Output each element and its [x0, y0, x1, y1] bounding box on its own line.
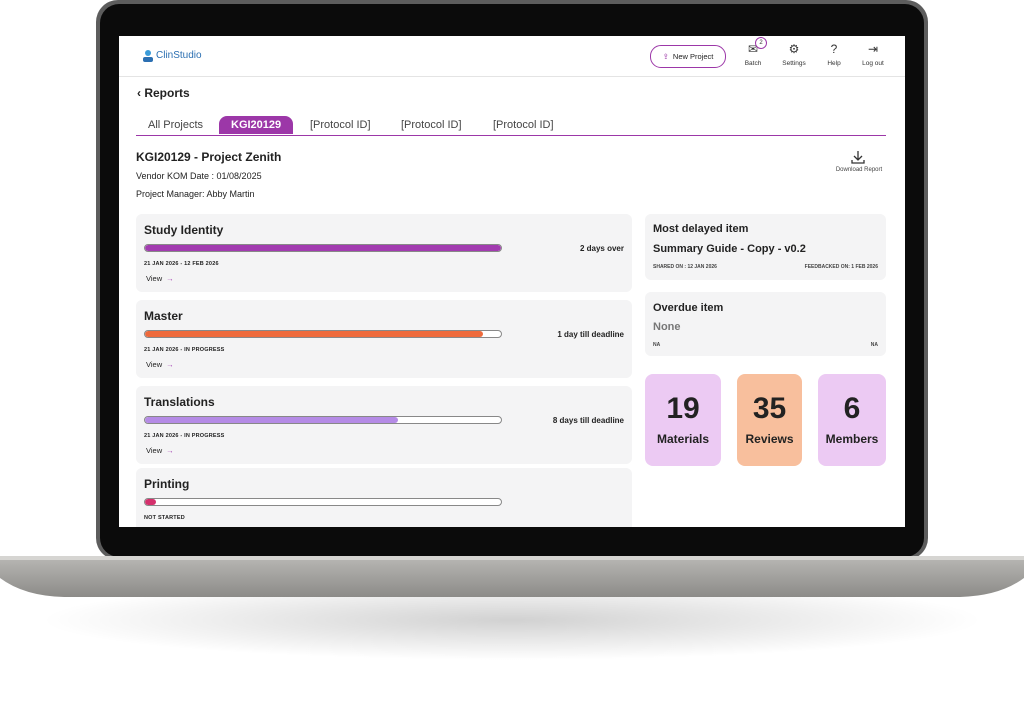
view-link[interactable]: View → [146, 360, 174, 369]
new-project-button[interactable]: ⇪ New Project [650, 45, 726, 68]
back-link[interactable]: ‹ Reports [137, 86, 190, 100]
most-delayed-card: Most delayed item Summary Guide - Copy -… [645, 214, 886, 280]
nav-icon: ⚙ [788, 42, 800, 56]
app-screen: ClinStudio ⇪ New Project ‹ Reports KGI201… [119, 36, 905, 527]
tab[interactable]: KGI20129 [219, 116, 294, 134]
stage-card: Master 1 day till deadline 21 JAN 2026 - I… [136, 300, 632, 378]
stat-card: 19 Materials [645, 374, 721, 466]
progress-bar [145, 245, 501, 251]
progress-track [144, 244, 502, 252]
nav-icon: ✉ 2 [733, 37, 773, 57]
nav-item[interactable]: ✉ 2 Batch [733, 37, 773, 67]
feedbacked-on: FEEDBACKED ON: 1 FEB 2026 [804, 264, 878, 270]
nav-icon: ⇥ [867, 42, 879, 56]
stage-name: Master [144, 309, 183, 323]
dates: NOT STARTED [144, 515, 185, 521]
tab-underline [136, 135, 886, 136]
stat-label: Materials [656, 432, 710, 446]
stat-label: Reviews [745, 432, 794, 446]
card-title: Most delayed item [653, 223, 749, 235]
view-label: View [146, 274, 163, 283]
project-title: KGI20129 - Project Zenith [136, 150, 282, 164]
overdue-card: Overdue item None NA NA [645, 292, 886, 356]
new-project-label: New Project [672, 52, 714, 61]
upload-icon: ⇪ [662, 52, 669, 61]
progress-bar [145, 331, 484, 337]
progress-track [144, 330, 502, 338]
download-icon[interactable] [850, 150, 866, 164]
badge: 2 [755, 37, 767, 49]
view-label: View [146, 446, 163, 455]
stat-label: Members [825, 432, 879, 446]
arrow-icon: → [166, 274, 174, 283]
nav-label: Batch [744, 60, 762, 67]
status: 1 day till deadline [557, 330, 624, 339]
stage-name: Printing [144, 477, 190, 491]
logo[interactable]: ClinStudio [156, 50, 202, 61]
overdue-right: NA [870, 342, 878, 348]
progress-track [144, 498, 502, 506]
download-label[interactable]: Download Report [835, 167, 883, 173]
stat-value: 35 [752, 392, 787, 425]
back-label: Reports [144, 86, 190, 100]
nav-item[interactable]: ⚙ Settings [774, 42, 814, 67]
logo-icon [143, 50, 153, 62]
stage-card: Printing NOT STARTED [136, 468, 632, 527]
nav-label: Help [827, 60, 841, 67]
dates: 21 JAN 2026 - IN PROGRESS [144, 347, 225, 353]
stage-name: Translations [144, 395, 215, 409]
view-link[interactable]: View → [146, 446, 174, 455]
stat-card: 6 Members [818, 374, 886, 466]
shared-on: SHARED ON : 12 JAN 2026 [653, 264, 717, 270]
stage-card: Study Identity 2 days over 21 JAN 2026 - 1… [136, 214, 632, 292]
arrow-icon: → [166, 446, 174, 455]
arrow-icon: → [166, 360, 174, 369]
card-title: Overdue item [653, 302, 724, 314]
view-link[interactable]: View → [146, 274, 174, 283]
stat-value: 19 [666, 392, 700, 425]
progress-track [144, 416, 502, 424]
nav-item[interactable]: ⇥ Log out [853, 42, 893, 67]
dates: 21 JAN 2026 - 12 FEB 2026 [144, 261, 219, 267]
nav-label: Settings [782, 60, 806, 67]
view-label: View [146, 360, 163, 369]
stat-value: 6 [843, 392, 861, 425]
stage-card: Translations 8 days till deadline 21 JAN 2… [136, 386, 632, 464]
stage-name: Study Identity [144, 223, 224, 237]
nav-label: Log out [862, 60, 884, 67]
vendor-kom: Vendor KOM Date : 01/08/2025 [136, 171, 262, 181]
stat-card: 35 Reviews [737, 374, 802, 466]
overdue-item: None [653, 321, 681, 333]
tab[interactable]: [Protocol ID] [310, 119, 371, 131]
nav-item[interactable]: ? Help [814, 42, 854, 67]
tab[interactable]: [Protocol ID] [401, 119, 462, 131]
tab[interactable]: [Protocol ID] [493, 119, 554, 131]
manager: Project Manager: Abby Martin [136, 189, 255, 199]
nav-icon: ? [830, 42, 838, 56]
progress-bar [145, 499, 156, 505]
top-bar [119, 36, 905, 77]
dates: 21 JAN 2026 - IN PROGRESS [144, 433, 225, 439]
progress-bar [145, 417, 398, 423]
tab[interactable]: All Projects [148, 119, 204, 131]
status: 2 days over [579, 244, 624, 253]
overdue-left: NA [653, 342, 661, 348]
delayed-item: Summary Guide - Copy - v0.2 [653, 243, 806, 255]
status: 8 days till deadline [552, 416, 624, 425]
